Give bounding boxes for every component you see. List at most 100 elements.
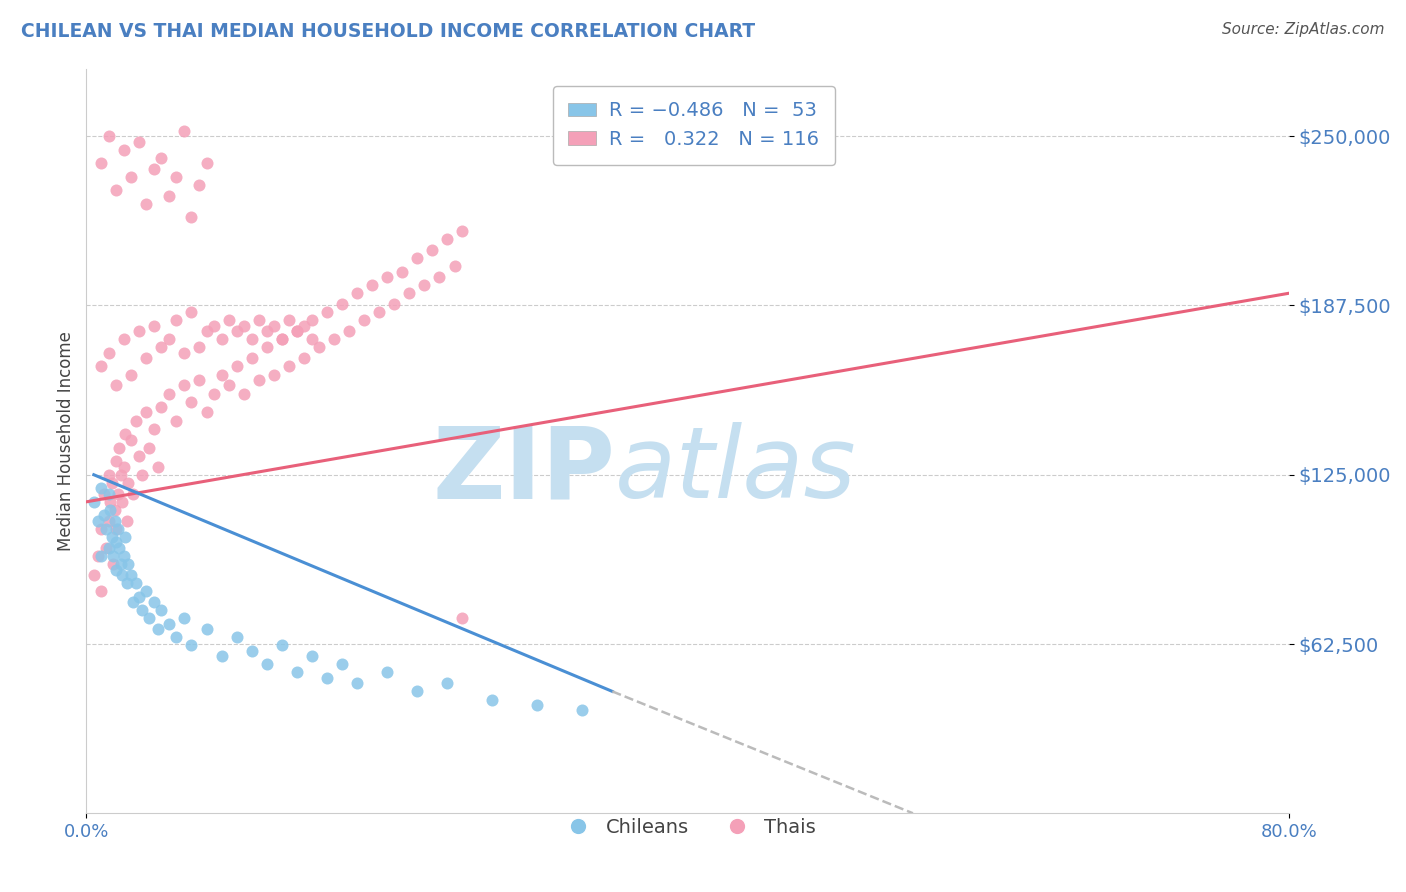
- Point: [429, 270, 451, 285]
- Point: [128, 324, 150, 338]
- Point: [97, 541, 120, 555]
- Point: [225, 359, 247, 374]
- Point: [188, 341, 211, 355]
- Point: [278, 313, 301, 327]
- Point: [285, 665, 308, 680]
- Point: [120, 568, 142, 582]
- Point: [406, 251, 429, 265]
- Point: [142, 161, 165, 176]
- Point: [93, 508, 115, 523]
- Point: [131, 603, 153, 617]
- Point: [108, 441, 131, 455]
- Point: [256, 341, 278, 355]
- Point: [122, 595, 145, 609]
- Text: atlas: atlas: [616, 422, 856, 519]
- Point: [107, 486, 129, 500]
- Point: [202, 386, 225, 401]
- Point: [391, 265, 413, 279]
- Point: [150, 400, 173, 414]
- Point: [111, 568, 134, 582]
- Point: [368, 305, 391, 319]
- Point: [148, 459, 170, 474]
- Point: [125, 576, 148, 591]
- Point: [202, 318, 225, 333]
- Point: [195, 324, 218, 338]
- Point: [240, 644, 263, 658]
- Point: [375, 665, 398, 680]
- Point: [120, 433, 142, 447]
- Point: [105, 454, 128, 468]
- Point: [436, 232, 458, 246]
- Point: [90, 156, 112, 170]
- Point: [120, 368, 142, 382]
- Point: [375, 270, 398, 285]
- Point: [263, 318, 285, 333]
- Point: [240, 332, 263, 346]
- Point: [110, 557, 132, 571]
- Point: [90, 549, 112, 563]
- Point: [233, 386, 256, 401]
- Point: [131, 467, 153, 482]
- Point: [125, 414, 148, 428]
- Point: [211, 332, 233, 346]
- Point: [301, 313, 323, 327]
- Point: [166, 313, 188, 327]
- Point: [135, 584, 157, 599]
- Point: [120, 169, 142, 184]
- Point: [346, 676, 368, 690]
- Point: [173, 124, 195, 138]
- Point: [83, 495, 105, 509]
- Point: [330, 657, 353, 672]
- Point: [150, 341, 173, 355]
- Point: [157, 332, 180, 346]
- Text: CHILEAN VS THAI MEDIAN HOUSEHOLD INCOME CORRELATION CHART: CHILEAN VS THAI MEDIAN HOUSEHOLD INCOME …: [21, 22, 755, 41]
- Point: [285, 324, 308, 338]
- Point: [107, 522, 129, 536]
- Point: [111, 495, 134, 509]
- Point: [114, 530, 136, 544]
- Point: [526, 698, 548, 712]
- Point: [346, 286, 368, 301]
- Point: [240, 351, 263, 366]
- Point: [90, 584, 112, 599]
- Point: [122, 486, 145, 500]
- Point: [166, 414, 188, 428]
- Point: [218, 313, 240, 327]
- Point: [315, 671, 337, 685]
- Point: [195, 156, 218, 170]
- Point: [353, 313, 375, 327]
- Point: [115, 576, 138, 591]
- Point: [110, 467, 132, 482]
- Point: [292, 318, 315, 333]
- Point: [225, 630, 247, 644]
- Point: [112, 332, 135, 346]
- Point: [138, 611, 160, 625]
- Point: [180, 211, 202, 225]
- Point: [104, 514, 127, 528]
- Point: [315, 305, 337, 319]
- Point: [218, 378, 240, 392]
- Point: [301, 332, 323, 346]
- Point: [180, 638, 202, 652]
- Point: [173, 611, 195, 625]
- Point: [270, 332, 292, 346]
- Point: [112, 459, 135, 474]
- Text: Source: ZipAtlas.com: Source: ZipAtlas.com: [1222, 22, 1385, 37]
- Point: [195, 622, 218, 636]
- Legend: Chileans, Thais: Chileans, Thais: [551, 810, 824, 845]
- Point: [211, 368, 233, 382]
- Point: [112, 143, 135, 157]
- Point: [135, 351, 157, 366]
- Point: [211, 649, 233, 664]
- Point: [481, 692, 503, 706]
- Point: [247, 313, 270, 327]
- Point: [398, 286, 420, 301]
- Point: [98, 495, 121, 509]
- Point: [278, 359, 301, 374]
- Point: [114, 427, 136, 442]
- Point: [105, 535, 128, 549]
- Y-axis label: Median Household Income: Median Household Income: [58, 331, 75, 551]
- Point: [105, 183, 128, 197]
- Point: [83, 568, 105, 582]
- Point: [98, 503, 121, 517]
